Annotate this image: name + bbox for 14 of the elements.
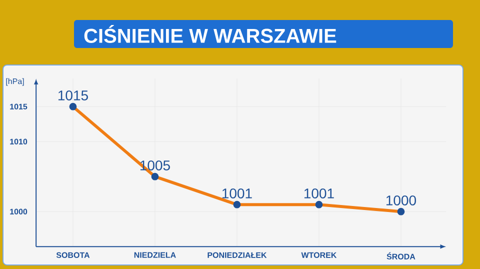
- x-tick-label: ŚRODA: [386, 252, 416, 260]
- data-label: 1000: [386, 195, 416, 206]
- x-tick-label: SOBOTA: [56, 252, 90, 258]
- y-tick-label: 1000: [10, 208, 28, 214]
- data-label: 1001: [222, 188, 252, 198]
- x-tick-label: WTOREK: [301, 252, 337, 258]
- x-tick-label: PONIEDZIAŁEK: [208, 252, 267, 258]
- data-label: 1015: [58, 90, 88, 100]
- data-label: 1001: [304, 188, 334, 198]
- chart-title: CIŚNIENIE W WARSZAWIE: [84, 25, 336, 43]
- y-tick-label: 1010: [10, 138, 28, 144]
- y-axis-title: [hPa]: [6, 78, 24, 86]
- y-tick-label: 1015: [10, 104, 28, 110]
- x-tick-label: NIEDZIELA: [134, 252, 176, 258]
